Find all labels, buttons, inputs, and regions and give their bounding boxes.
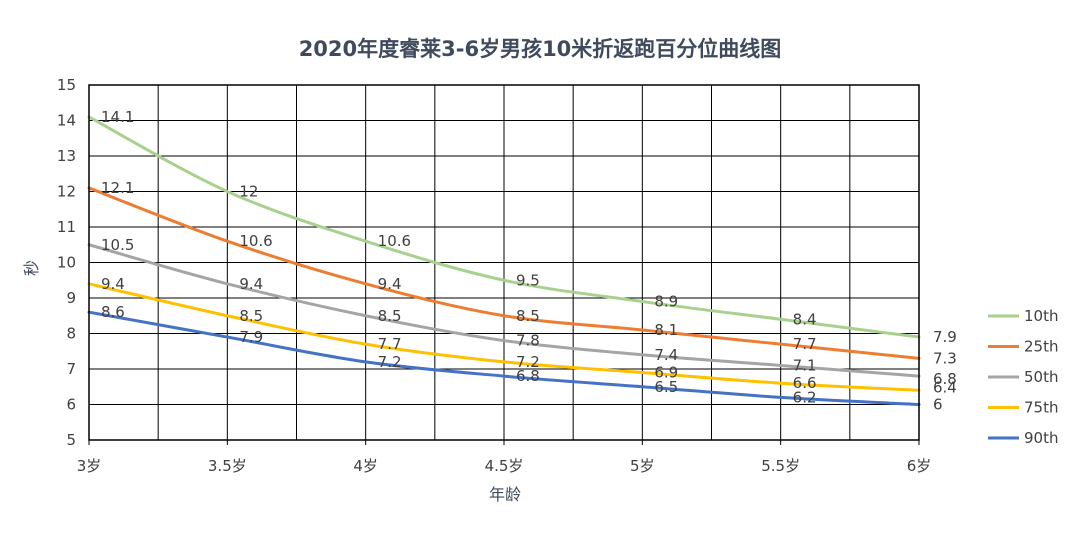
- legend-label-90th: 90th: [1024, 429, 1058, 447]
- y-tick-label: 7: [66, 360, 76, 378]
- data-label-75th: 7.2: [516, 353, 540, 371]
- series-line-25th: [87, 186, 921, 360]
- legend-label-10th: 10th: [1024, 307, 1058, 325]
- plot-area-border: [88, 84, 920, 441]
- y-tick-label: 8: [66, 325, 76, 343]
- data-label-50th: 6.8: [933, 370, 957, 388]
- data-label-10th: 12: [239, 183, 258, 201]
- y-tick-label: 5: [66, 431, 76, 449]
- data-label-50th: 7.4: [654, 346, 678, 364]
- y-tick-label: 12: [57, 183, 76, 201]
- y-tick-label: 11: [57, 218, 76, 236]
- y-tick-label: 6: [66, 396, 76, 414]
- x-tick-label: 6岁: [907, 457, 932, 475]
- data-label-50th: 10.5: [101, 236, 134, 254]
- data-label-25th: 9.4: [378, 275, 402, 293]
- series-lines: [87, 115, 921, 406]
- data-label-75th: 6.9: [654, 364, 678, 382]
- x-tick-label: 3.5岁: [208, 457, 247, 475]
- axes: 5 6 7 8 9 10 11 12 13 14 15 3岁 3.5岁 4岁 4.5岁 5岁 5.5岁 6岁: [57, 76, 931, 475]
- data-label-75th: 6.4: [933, 378, 957, 396]
- legend-label-50th: 50th: [1024, 368, 1058, 386]
- data-label-50th: 7.1: [793, 356, 817, 374]
- y-tick-label: 9: [66, 289, 76, 307]
- data-label-10th: 8.9: [654, 293, 678, 311]
- x-tick-label: 5.5岁: [761, 457, 800, 475]
- x-tick-label: 3岁: [77, 457, 102, 475]
- data-label-10th: 14.1: [101, 108, 134, 126]
- data-label-90th: 6.8: [516, 367, 540, 385]
- data-label-50th: 8.5: [378, 307, 402, 325]
- series-line-75th: [87, 282, 921, 392]
- y-tick-label: 13: [57, 147, 76, 165]
- data-label-25th: 8.1: [654, 321, 678, 339]
- y-tick-label: 15: [57, 76, 76, 94]
- series-line-10th: [87, 115, 921, 339]
- data-label-25th: 7.7: [793, 335, 817, 353]
- data-label-25th: 8.5: [516, 307, 540, 325]
- x-tick-label: 4.5岁: [485, 457, 524, 475]
- y-axis-title: 秒: [22, 260, 41, 276]
- legend-label-75th: 75th: [1024, 399, 1058, 417]
- x-tick-label: 4岁: [353, 457, 378, 475]
- legend-label-25th: 25th: [1024, 338, 1058, 356]
- data-label-10th: 9.5: [516, 271, 540, 289]
- data-label-75th: 9.4: [101, 275, 125, 293]
- data-label-10th: 10.6: [378, 232, 411, 250]
- data-label-50th: 9.4: [239, 275, 263, 293]
- data-labels: 14.1 12 10.6 9.5 8.9 8.4 7.9 12.1 10.6 9.4 8.5 8.1 7…: [101, 108, 957, 414]
- series-line-50th: [87, 243, 921, 378]
- data-label-25th: 12.1: [101, 179, 134, 197]
- legend: 10th 25th 50th 75th 90th: [988, 307, 1058, 447]
- data-label-75th: 8.5: [239, 307, 263, 325]
- data-label-10th: 7.9: [933, 328, 957, 346]
- data-label-90th: 6.5: [654, 378, 678, 396]
- data-label-90th: 7.9: [239, 328, 263, 346]
- data-label-75th: 6.6: [793, 374, 817, 392]
- data-label-25th: 7.3: [933, 349, 957, 367]
- y-tick-label: 14: [57, 112, 76, 130]
- data-label-90th: 7.2: [378, 353, 402, 371]
- data-label-90th: 6.2: [793, 388, 817, 406]
- data-label-75th: 7.7: [378, 335, 402, 353]
- data-label-90th: 6: [933, 396, 943, 414]
- series-line-90th: [87, 310, 921, 406]
- y-tick-label: 10: [57, 254, 76, 272]
- data-label-10th: 8.4: [793, 310, 817, 328]
- chart-title: 2020年度睿莱3-6岁男孩10米折返跑百分位曲线图: [299, 37, 782, 61]
- x-tick-label: 5岁: [630, 457, 655, 475]
- data-label-25th: 10.6: [239, 232, 272, 250]
- data-label-90th: 8.6: [101, 303, 125, 321]
- x-axis-title: 年龄: [489, 485, 521, 504]
- data-label-50th: 7.8: [516, 332, 540, 350]
